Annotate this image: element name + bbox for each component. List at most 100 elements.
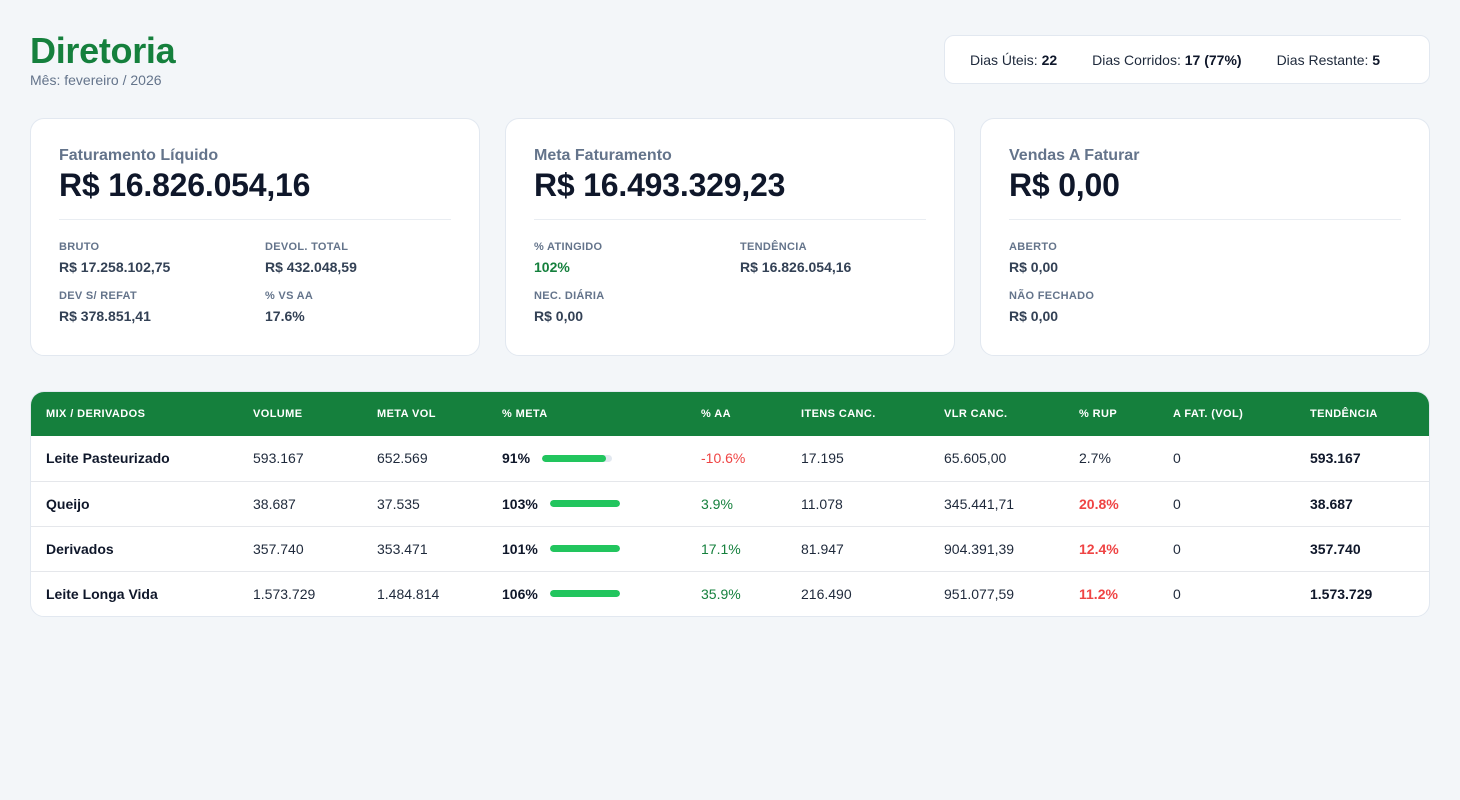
cell-pct-rup: 2.7% xyxy=(1079,450,1111,467)
meta-progress-fill xyxy=(549,500,620,507)
column-header: A FAT. (VOL) xyxy=(1173,408,1244,420)
metric-aberto: ABERTO R$ 0,00 xyxy=(1009,241,1059,275)
cell-a-fat: 0 xyxy=(1158,480,1295,526)
cell-pct-rup: 12.4% xyxy=(1064,525,1158,571)
cell-pct-aa: -10.6% xyxy=(701,450,746,467)
cell-volume: 357.740 xyxy=(238,525,362,571)
table-row: Queijo 38.687 37.535 103% 3.9% 11.078 345.441,… xyxy=(31,480,1429,526)
meta-progress-track xyxy=(549,590,620,598)
cell-tendencia: 593.167 xyxy=(1310,450,1361,467)
card-metrics: BRUTO R$ 17.258.102,75 DEVOL. TOTAL R$ 432… xyxy=(59,241,451,325)
card-label: Meta Faturamento xyxy=(534,147,672,164)
cell-pct-aa: 3.9% xyxy=(686,480,786,526)
column-header: VOLUME xyxy=(253,408,303,420)
cell-tendencia: 38.687 xyxy=(1295,480,1429,526)
cell-pct-meta: 101% xyxy=(487,525,686,571)
meta-progress-fill xyxy=(549,590,620,598)
cell-mix: Derivados xyxy=(31,525,238,571)
meta-progress-track xyxy=(549,545,620,552)
cell-mix: Leite Pasteurizado xyxy=(46,450,170,467)
meta-progress: 101% xyxy=(502,541,686,557)
card-value: R$ 0,00 xyxy=(1009,167,1120,203)
metric-nao-fechado: NÃO FECHADO R$ 0,00 xyxy=(1009,290,1095,324)
metric-dev-s-refat: DEV S/ REFAT R$ 378.851,41 xyxy=(59,290,151,324)
card-meta-faturamento: Meta Faturamento R$ 16.493.329,23 % ATIN… xyxy=(505,118,955,356)
cell-meta-vol: 1.484.814 xyxy=(362,570,487,616)
meta-progress-track xyxy=(542,454,613,462)
metric-vs-aa: % VS AA 17.6% xyxy=(265,290,314,324)
meta-pct-value: 101% xyxy=(502,540,538,557)
metric-tendencia: TENDÊNCIA R$ 16.826.054,16 xyxy=(740,241,852,275)
meta-progress-fill xyxy=(549,545,620,552)
cell-vlr-canc: 904.391,39 xyxy=(929,525,1064,571)
cell-pct-rup: 11.2% xyxy=(1064,570,1158,616)
cell-pct-meta: 91% xyxy=(487,436,686,481)
cell-vlr-canc: 951.077,59 xyxy=(929,570,1064,616)
cell-volume: 1.573.729 xyxy=(238,570,362,616)
column-header: VLR CANC. xyxy=(944,408,1008,420)
metric-nec-diaria: NEC. DIÁRIA R$ 0,00 xyxy=(534,290,605,324)
card-divider xyxy=(59,219,451,220)
cell-mix: Leite Longa Vida xyxy=(31,570,238,616)
cell-meta-vol: 652.569 xyxy=(377,450,428,467)
period-subtitle: Mês: fevereiro / 2026 xyxy=(30,72,162,88)
card-divider xyxy=(534,219,926,220)
meta-progress-track xyxy=(549,500,620,507)
column-header: % AA xyxy=(701,408,731,420)
cell-pct-aa: 17.1% xyxy=(686,525,786,571)
meta-progress: 91% xyxy=(502,450,686,466)
page-header: Diretoria Mês: fevereiro / 2026 xyxy=(30,30,176,88)
cell-vlr-canc: 65.605,00 xyxy=(944,450,1007,467)
card-vendas-a-faturar: Vendas A Faturar R$ 0,00 ABERTO R$ 0,00 N… xyxy=(980,118,1430,356)
card-label: Vendas A Faturar xyxy=(1009,147,1140,164)
card-value: R$ 16.493.329,23 xyxy=(534,167,786,203)
card-divider xyxy=(1009,219,1401,220)
cell-pct-meta: 106% xyxy=(487,570,686,616)
table-row: Leite Longa Vida 1.573.729 1.484.814 106% 35… xyxy=(31,570,1429,616)
column-header: % RUP xyxy=(1079,408,1118,420)
table-row: Leite Pasteurizado 593.167 652.569 91% -10.6… xyxy=(31,436,1429,481)
meta-pct-value: 106% xyxy=(502,585,538,602)
cell-pct-meta: 103% xyxy=(487,480,686,526)
table-row: Derivados 357.740 353.471 101% 17.1% 81.947 90… xyxy=(31,525,1429,571)
metric-empty xyxy=(1215,241,1401,276)
column-header: META VOL xyxy=(377,408,436,420)
dias-uteis: Dias Úteis: 22 xyxy=(970,51,1058,68)
card-faturamento-liquido: Faturamento Líquido R$ 16.826.054,16 BRU… xyxy=(30,118,480,356)
cell-a-fat: 0 xyxy=(1158,570,1295,616)
cell-itens-canc: 216.490 xyxy=(786,570,929,616)
meta-progress: 106% xyxy=(502,586,686,602)
card-value: R$ 16.826.054,16 xyxy=(59,167,311,203)
metric-bruto: BRUTO R$ 17.258.102,75 xyxy=(59,241,171,275)
cell-a-fat: 0 xyxy=(1173,450,1181,467)
cell-pct-rup: 20.8% xyxy=(1064,480,1158,526)
cell-mix: Queijo xyxy=(31,480,238,526)
table-header-row: MIX / DERIVADOS VOLUME META VOL % META % AA I… xyxy=(31,392,1429,436)
cell-itens-canc: 81.947 xyxy=(786,525,929,571)
meta-pct-value: 103% xyxy=(502,495,538,512)
column-header: MIX / DERIVADOS xyxy=(46,408,146,420)
cell-volume: 593.167 xyxy=(253,450,304,467)
dias-restante: Dias Restante: 5 xyxy=(1276,51,1381,68)
meta-pct-value: 91% xyxy=(502,450,531,467)
mix-data-table: MIX / DERIVADOS VOLUME META VOL % META % AA I… xyxy=(31,392,1429,616)
days-summary: Dias Úteis: 22 Dias Corridos: 17 (77%) D… xyxy=(944,35,1430,84)
cell-volume: 38.687 xyxy=(238,480,362,526)
column-header: ITENS CANC. xyxy=(801,408,876,420)
cell-a-fat: 0 xyxy=(1158,525,1295,571)
cell-tendencia: 1.573.729 xyxy=(1295,570,1429,616)
cell-tendencia: 357.740 xyxy=(1295,525,1429,571)
column-header: TENDÊNCIA xyxy=(1310,408,1378,420)
table-body: Leite Pasteurizado 593.167 652.569 91% -10.6… xyxy=(31,436,1429,616)
page-title: Diretoria xyxy=(30,30,176,71)
mix-table: MIX / DERIVADOS VOLUME META VOL % META % AA I… xyxy=(30,391,1430,617)
cell-itens-canc: 11.078 xyxy=(786,480,929,526)
meta-progress-fill xyxy=(542,454,606,462)
cell-vlr-canc: 345.441,71 xyxy=(929,480,1064,526)
column-header: % META xyxy=(502,408,548,420)
card-label: Faturamento Líquido xyxy=(59,147,219,164)
kpi-cards: Faturamento Líquido R$ 16.826.054,16 BRU… xyxy=(30,118,1430,356)
cell-pct-aa: 35.9% xyxy=(686,570,786,616)
card-metrics: % ATINGIDO 102% TENDÊNCIA R$ 16.826.054,16… xyxy=(534,241,926,325)
cell-meta-vol: 353.471 xyxy=(362,525,487,571)
